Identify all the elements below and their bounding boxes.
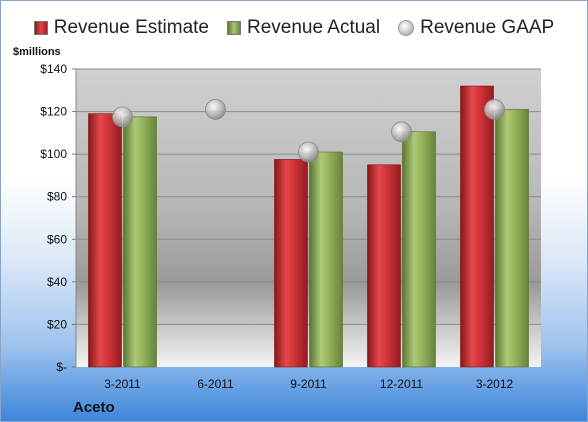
y-tick-label: $- [56, 360, 67, 374]
y-tick-label: $60 [47, 232, 67, 246]
bar-revenue-actual [495, 109, 529, 368]
y-axis-unit-label: $millions [13, 46, 61, 58]
bar-revenue-actual [309, 151, 343, 368]
company-name: Aceto [73, 399, 115, 416]
bar-revenue-estimate [460, 85, 494, 368]
legend-label-gaap: Revenue GAAP [420, 17, 555, 38]
y-tick-label: $140 [40, 62, 67, 76]
legend-label-estimate: Revenue Estimate [53, 17, 209, 38]
legend-label-actual: Revenue Actual [247, 17, 381, 38]
y-tick-label: $40 [47, 275, 67, 289]
marker-revenue-gaap [298, 141, 319, 163]
marker-revenue-gaap [112, 106, 133, 128]
legend-swatch-estimate [33, 21, 48, 35]
bar-revenue-estimate [367, 164, 401, 368]
legend-item-revenue-gaap: Revenue GAAP [398, 17, 554, 39]
bar-revenue-estimate [88, 113, 122, 368]
y-tick-label: $100 [40, 147, 67, 161]
legend-item-revenue-actual: Revenue Actual [227, 17, 380, 39]
marker-revenue-gaap [205, 99, 226, 120]
x-tick-label: 3-2011 [104, 377, 141, 391]
marker-revenue-gaap [391, 121, 412, 143]
legend-item-revenue-estimate: Revenue Estimate [33, 17, 209, 39]
x-tick-label: 9-2011 [290, 377, 327, 391]
bar-revenue-actual [123, 116, 157, 368]
legend: Revenue Estimate Revenue Actual Revenue … [1, 17, 587, 39]
y-tick-label: $20 [47, 317, 67, 331]
bar-revenue-actual [402, 131, 436, 368]
bar-revenue-estimate [274, 159, 308, 368]
y-tick-label: $120 [40, 105, 67, 119]
legend-swatch-gaap [398, 20, 415, 36]
x-tick-label: 6-2011 [197, 377, 234, 391]
x-tick-label: 3-2012 [476, 377, 514, 391]
x-tick-label: 12-2011 [380, 377, 423, 391]
legend-swatch-actual [227, 21, 241, 35]
y-tick-label: $80 [47, 190, 67, 204]
marker-revenue-gaap [484, 99, 505, 120]
